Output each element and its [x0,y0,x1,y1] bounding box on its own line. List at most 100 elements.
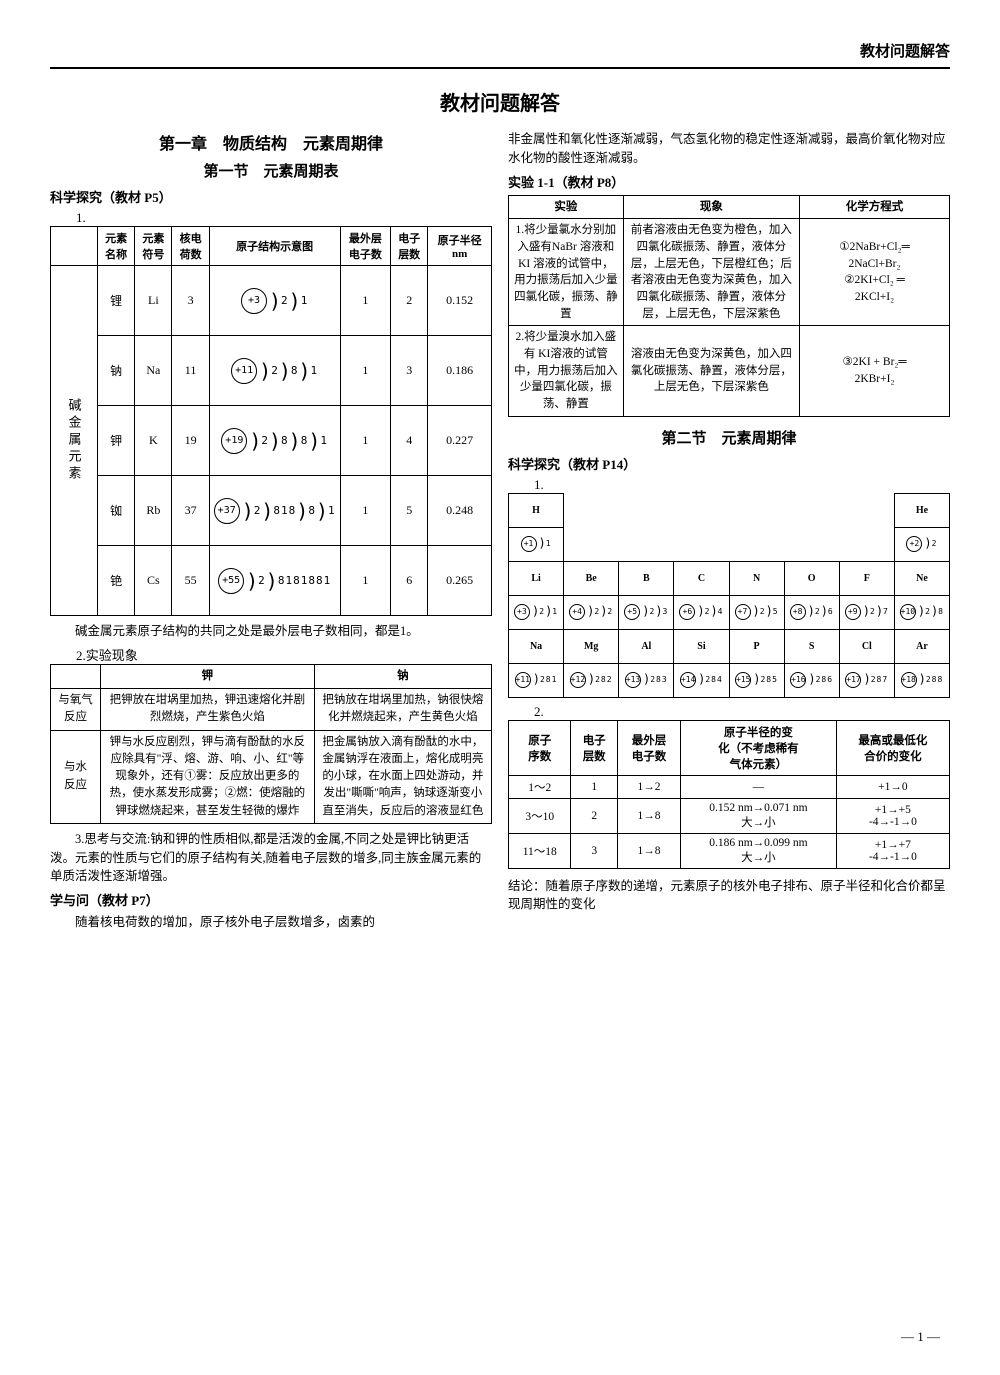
alkali-cell: 55 [172,546,209,616]
trend-cell: 0.186 nm→0.099 nm 大→小 [681,833,837,868]
trend-cell: +1→+5 -4→-1→0 [836,798,949,833]
page-header: 教材问题解答 [50,40,950,69]
right-column: 非金属性和氧化性逐渐减弱，气态氢化物的稳定性逐渐减弱，最高价氧化物对应水化物的酸… [508,130,950,932]
atom-diagram: +55)2)8181881 [209,546,340,616]
reaction-r1-na: 把钠放在坩埚里加热，钠很快熔化并燃烧起来，产生黄色火焰 [314,689,491,731]
atom-diagram: +19)2)8)8)1 [209,406,340,476]
page-number: — 1 — [901,1329,940,1345]
trend-cell: +1→+7 -4→-1→0 [836,833,949,868]
trend-header: 原子 序数 [509,720,571,775]
conclusion-text: 结论：随着原子序数的递增，元素原子的核外电子排布、原子半径和化合价都呈现周期性的… [508,877,950,915]
trend-header: 最高或最低化 合价的变化 [836,720,949,775]
alkali-cell: 3 [172,266,209,336]
alkali-cell: 0.227 [428,406,492,476]
alkali-cell: 0.248 [428,476,492,546]
alkali-cell: 锂 [98,266,135,336]
alkali-cell: 1 [340,266,390,336]
alkali-header: 原子结构示意图 [209,227,340,266]
section2-title: 第二节 元素周期律 [508,427,950,448]
alkali-header: 原子半径 nm [428,227,492,266]
xue-yu-wen-label: 学与问（教材 P7） [50,890,492,909]
section1-title: 第一节 元素周期表 [50,160,492,181]
alkali-cell: 0.152 [428,266,492,336]
trend-cell: 11～18 [509,833,571,868]
alkali-cell: Rb [135,476,172,546]
reaction-r2-na: 把金属钠放入滴有酚酞的水中，金属钠浮在液面上，熔化成明亮的小球，在水面上四处游动… [314,730,491,823]
alkali-header: 核电 荷数 [172,227,209,266]
xue-yu-wen-text: 随着核电荷数的增加，原子核外电子层数增多，卤素的 [50,913,492,932]
reaction-h0 [51,664,101,688]
para-3: 3.思考与交流:钠和钾的性质相似,都是活泼的金属,不同之处是钾比钠更活泼。元素的… [50,830,492,886]
reaction-table: 钾 钠 与氧气 反应 把钾放在坩埚里加热，钾迅速熔化并剧烈燃烧，产生紫色火焰 把… [50,664,492,824]
alkali-cell: 4 [391,406,428,476]
trend-cell: 1～2 [509,775,571,798]
trend-table: 原子 序数电子 层数最外层 电子数原子半径的变 化（不考虑稀有 气体元素）最高或… [508,720,950,869]
trend-header: 原子半径的变 化（不考虑稀有 气体元素） [681,720,837,775]
alkali-cell: 钠 [98,336,135,406]
reaction-r2-k: 钾与水反应剧烈，钾与滴有酚酞的水反应除具有"浮、熔、游、响、小、红"等现象外，还… [101,730,315,823]
num-2-right: 2. [508,704,950,720]
alkali-cell: 0.186 [428,336,492,406]
trend-cell: 1→2 [617,775,680,798]
trend-cell: +1→0 [836,775,949,798]
exp-h0: 实验 [509,195,624,219]
trend-cell: — [681,775,837,798]
exp-r2-eq: ③2KI + Br₂═ 2KBr+I₂ [800,326,950,416]
alkali-cell: 铷 [98,476,135,546]
reaction-h1: 钾 [101,664,315,688]
alkali-cell: 5 [391,476,428,546]
alkali-header: 元素 符号 [135,227,172,266]
alkali-cell: Li [135,266,172,336]
alkali-header [51,227,98,266]
reaction-r1-k: 把钾放在坩埚里加热，钾迅速熔化并剧烈燃烧，产生紫色火焰 [101,689,315,731]
exp-label: 实验 1-1（教材 P8） [508,172,950,191]
main-title: 教材问题解答 [50,87,950,116]
alkali-cell: 37 [172,476,209,546]
reaction-h2: 钠 [314,664,491,688]
trend-header: 电子 层数 [571,720,617,775]
sci-explore-2: 科学探究（教材 P14） [508,454,950,473]
experiment-table: 实验 现象 化学方程式 1.将少量氯水分别加入盛有NaBr 溶液和KI 溶液的试… [508,195,950,417]
alkali-header: 元素 名称 [98,227,135,266]
trend-cell: 1→8 [617,798,680,833]
alkali-cell: 2 [391,266,428,336]
num-1: 1. [50,210,492,226]
alkali-header: 电子 层数 [391,227,428,266]
exp-r1-phenom: 前者溶液由无色变为橙色，加入四氯化碳振荡、静置，液体分层，上层无色，下层橙红色；… [623,219,799,326]
alkali-cell: 钾 [98,406,135,476]
exp-h1: 现象 [623,195,799,219]
trend-cell: 3 [571,833,617,868]
atom-diagram: +37)2)818)8)1 [209,476,340,546]
alkali-cell: 0.265 [428,546,492,616]
periodic-table: HHe+1)1+2)2LiBeBCNOFNe+3)2)1+4)2)2+5)2)3… [508,493,950,698]
atom-diagram: +3)2)1 [209,266,340,336]
reaction-r2-label: 与水 反应 [51,730,101,823]
alkali-cell: 19 [172,406,209,476]
alkali-cell: 1 [340,336,390,406]
right-top-text: 非金属性和氧化性逐渐减弱，气态氢化物的稳定性逐渐减弱，最高价氧化物对应水化物的酸… [508,130,950,168]
alkali-cell: K [135,406,172,476]
trend-cell: 2 [571,798,617,833]
trend-cell: 3～10 [509,798,571,833]
alkali-cell: 6 [391,546,428,616]
exp-r1-exp: 1.将少量氯水分别加入盛有NaBr 溶液和KI 溶液的试管中，用力振荡后加入少量… [509,219,624,326]
alkali-cell: 1 [340,476,390,546]
left-column: 第一章 物质结构 元素周期律 第一节 元素周期表 科学探究（教材 P5） 1. … [50,130,492,932]
alkali-cell: Na [135,336,172,406]
num-2: 2.实验现象 [50,645,492,664]
alkali-conclusion: 碱金属元素原子结构的共同之处是最外层电子数相同，都是1。 [50,622,492,641]
trend-cell: 0.152 nm→0.071 nm 大→小 [681,798,837,833]
alkali-cell: 1 [340,406,390,476]
num-1-right: 1. [508,477,950,493]
alkali-metal-table: 元素 名称元素 符号核电 荷数原子结构示意图最外层 电子数电子 层数原子半径 n… [50,226,492,616]
exp-h2: 化学方程式 [800,195,950,219]
trend-cell: 1→8 [617,833,680,868]
alkali-group-label: 碱金属元素 [51,266,98,616]
exp-r1-eq: ①2NaBr+Cl₂═ 2NaCl+Br₂ ②2KI+Cl₂ ═ 2KCl+I₂ [800,219,950,326]
exp-r2-phenom: 溶液由无色变为深黄色，加入四氯化碳振荡、静置，液体分层，上层无色，下层深紫色 [623,326,799,416]
trend-cell: 1 [571,775,617,798]
trend-header: 最外层 电子数 [617,720,680,775]
sci-explore-1: 科学探究（教材 P5） [50,187,492,206]
chapter-title: 第一章 物质结构 元素周期律 [50,130,492,154]
atom-diagram: +11)2)8)1 [209,336,340,406]
